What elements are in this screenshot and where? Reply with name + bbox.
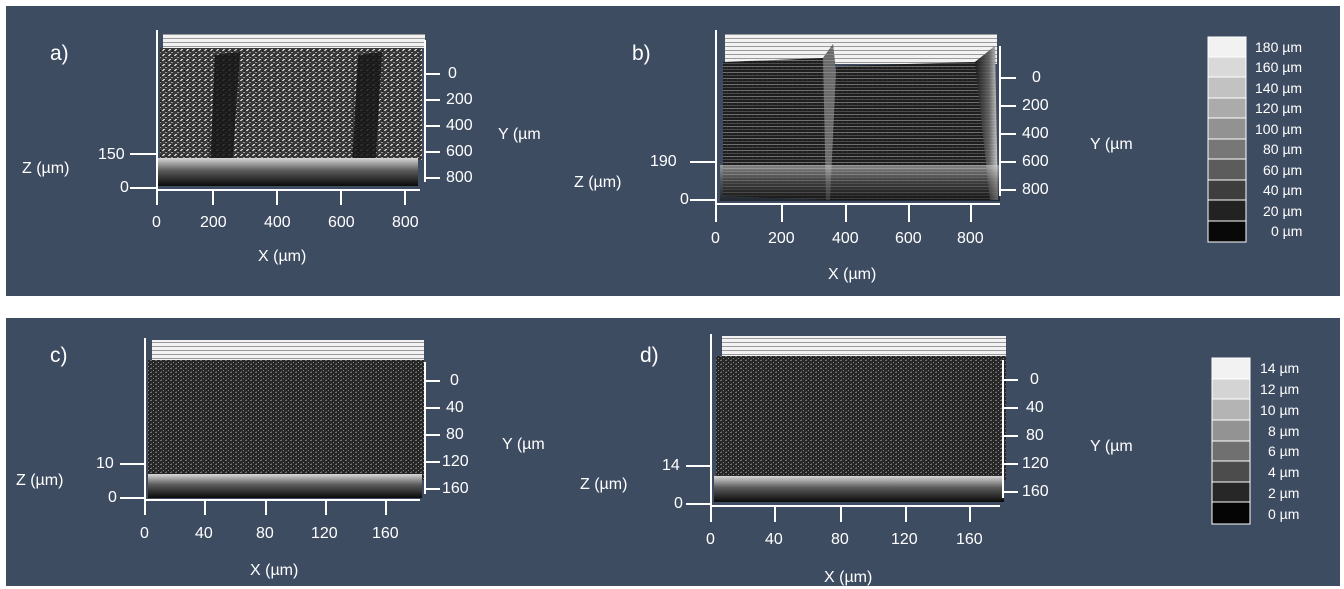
panel-label-a: a) <box>50 42 69 65</box>
panel-label-c: c) <box>50 344 68 367</box>
surface-d <box>714 336 1006 502</box>
legend-bottom-label-1: 12 µm <box>1260 381 1300 397</box>
legend-top-label-3: 120 µm <box>1255 100 1302 116</box>
x-axis-label-c: X (µm) <box>250 562 299 579</box>
legend-top-label-0: 180 µm <box>1255 39 1302 55</box>
x-axis-label-a: X (µm) <box>258 248 307 265</box>
x-tick-d-0: 0 <box>706 531 715 548</box>
x-tick-a-3: 600 <box>328 214 355 231</box>
legend-top-label-7: 40 µm <box>1263 182 1303 198</box>
x-axis-label-b: X (µm) <box>828 266 877 283</box>
x-axis-label-d: X (µm) <box>824 569 873 586</box>
z-tick-b-zero: 0 <box>680 191 689 208</box>
y-axis-label-a: Y (µm <box>498 126 541 143</box>
z-tick-b-top: 190 <box>650 153 677 170</box>
legend-top-label-8: 20 µm <box>1263 203 1303 219</box>
z-tick-c-zero: 0 <box>108 489 117 506</box>
axes-a <box>130 30 440 205</box>
axes-b <box>690 30 1016 222</box>
x-tick-a-4: 800 <box>392 214 419 231</box>
y-tick-a-4: 800 <box>446 169 473 186</box>
legend-top-label-2: 140 µm <box>1255 80 1302 96</box>
legend-bottom-label-4: 6 µm <box>1268 443 1300 459</box>
z-axis-label-a: Z (µm) <box>22 160 70 177</box>
x-tick-d-1: 40 <box>765 531 783 548</box>
z-tick-a-zero: 0 <box>120 179 129 196</box>
y-tick-c-0: 0 <box>450 372 459 389</box>
x-tick-c-4: 160 <box>372 525 399 542</box>
y-tick-d-3: 120 <box>1022 455 1049 472</box>
z-axis-label-c: Z (µm) <box>16 472 64 489</box>
y-tick-d-0: 0 <box>1030 371 1039 388</box>
legend-bottom-label-7: 0 µm <box>1268 506 1300 522</box>
axes-d <box>686 334 1018 522</box>
z-tick-a-top: 150 <box>98 146 125 163</box>
legend-top-swatches <box>1207 36 1247 243</box>
x-tick-b-3: 600 <box>895 230 922 247</box>
z-axis-label-b: Z (µm) <box>574 174 622 191</box>
y-tick-a-2: 400 <box>446 117 473 134</box>
legend-top-label-5: 80 µm <box>1263 141 1303 157</box>
z-axis-label-d: Z (µm) <box>580 476 628 493</box>
x-tick-c-0: 0 <box>140 525 149 542</box>
y-tick-d-1: 40 <box>1026 399 1044 416</box>
y-tick-b-2: 400 <box>1022 125 1049 142</box>
y-tick-b-3: 600 <box>1022 153 1049 170</box>
y-tick-c-2: 80 <box>446 426 464 443</box>
panel-label-b: b) <box>632 42 651 65</box>
x-tick-c-1: 40 <box>195 525 213 542</box>
x-tick-b-0: 0 <box>711 230 720 247</box>
y-axis-label-d: Y (µm <box>1090 438 1133 455</box>
y-tick-a-3: 600 <box>446 143 473 160</box>
x-tick-b-4: 800 <box>957 230 984 247</box>
x-tick-d-3: 120 <box>891 531 918 548</box>
x-tick-d-2: 80 <box>831 531 849 548</box>
y-tick-d-4: 160 <box>1022 483 1049 500</box>
legend-top-label-6: 60 µm <box>1263 162 1303 178</box>
y-tick-c-1: 40 <box>446 399 464 416</box>
y-tick-b-1: 200 <box>1022 97 1049 114</box>
legend-bottom-label-2: 10 µm <box>1260 402 1300 418</box>
legend-bottom-label-0: 14 µm <box>1260 360 1300 376</box>
surface-a <box>158 34 425 186</box>
legend-bottom-label-3: 8 µm <box>1268 423 1300 439</box>
z-tick-d-top: 14 <box>662 457 680 474</box>
legend-bottom-label-6: 2 µm <box>1268 485 1300 501</box>
x-tick-a-2: 400 <box>264 214 291 231</box>
x-tick-b-2: 400 <box>832 230 859 247</box>
x-tick-a-1: 200 <box>200 214 227 231</box>
surface-c <box>148 340 424 498</box>
y-axis-label-c: Y (µm <box>502 436 545 453</box>
z-tick-c-top: 10 <box>96 455 114 472</box>
legend-top-label-1: 160 µm <box>1255 59 1302 75</box>
surface-b <box>720 34 1000 201</box>
legend-bottom-label-5: 4 µm <box>1268 464 1300 480</box>
y-tick-b-4: 800 <box>1022 181 1049 198</box>
legend-top-label-4: 100 µm <box>1255 121 1302 137</box>
legend-top-label-9: 0 µm <box>1271 223 1303 239</box>
y-tick-a-0: 0 <box>448 65 457 82</box>
x-tick-c-2: 80 <box>256 525 274 542</box>
y-tick-a-1: 200 <box>446 91 473 108</box>
y-tick-c-3: 120 <box>442 453 469 470</box>
y-tick-c-4: 160 <box>442 480 469 497</box>
y-tick-d-2: 80 <box>1026 427 1044 444</box>
panel-label-d: d) <box>640 344 659 367</box>
z-tick-d-zero: 0 <box>674 495 683 512</box>
axes-c <box>120 338 440 515</box>
legend-bottom-swatches <box>1211 357 1251 525</box>
y-tick-b-0: 0 <box>1032 69 1041 86</box>
x-tick-c-3: 120 <box>311 525 338 542</box>
y-axis-label-b: Y (µm <box>1090 136 1133 153</box>
x-tick-a-0: 0 <box>152 214 161 231</box>
x-tick-d-4: 160 <box>956 531 983 548</box>
x-tick-b-1: 200 <box>768 230 795 247</box>
